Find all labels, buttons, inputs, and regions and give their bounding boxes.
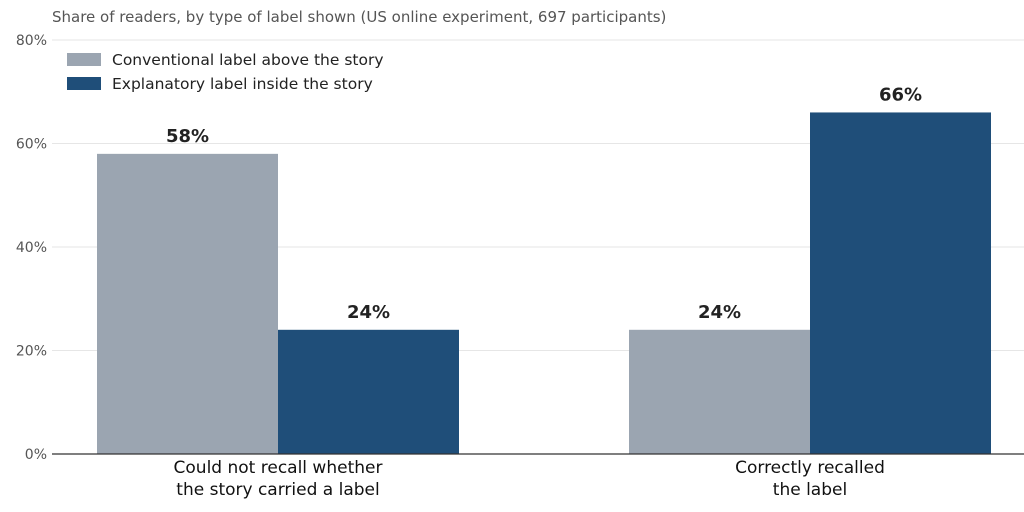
- bar: [810, 112, 991, 454]
- y-tick-label: 20%: [16, 344, 47, 360]
- x-axis-categories: Could not recall whether the story carrie…: [174, 458, 885, 500]
- y-tick-label: 80%: [16, 33, 47, 49]
- x-category-label: Correctly recalled the label: [735, 458, 885, 500]
- y-axis-ticks: 0% 20% 40% 60% 80%: [16, 33, 47, 463]
- y-tick-label: 40%: [16, 240, 47, 256]
- y-tick-label: 0%: [25, 447, 47, 463]
- legend-label: Conventional label above the story: [112, 51, 384, 69]
- bar-value-label: 24%: [698, 302, 741, 323]
- legend-swatch: [67, 77, 101, 90]
- bars: [97, 112, 991, 454]
- bar-value-label: 66%: [879, 84, 922, 105]
- legend-swatch: [67, 53, 101, 66]
- x-category-label: Could not recall whether the story carrie…: [174, 458, 383, 500]
- chart-subtitle: Share of readers, by type of label shown…: [52, 8, 666, 26]
- bar-value-labels: 58% 24% 24% 66%: [166, 84, 922, 322]
- y-tick-label: 60%: [16, 137, 47, 153]
- bar-value-label: 24%: [347, 302, 390, 323]
- bar: [629, 329, 810, 454]
- bar: [278, 329, 459, 454]
- bar: [97, 153, 278, 454]
- legend-label: Explanatory label inside the story: [112, 75, 373, 93]
- bar-value-label: 58%: [166, 126, 209, 147]
- legend: Conventional label above the story Explan…: [67, 51, 384, 93]
